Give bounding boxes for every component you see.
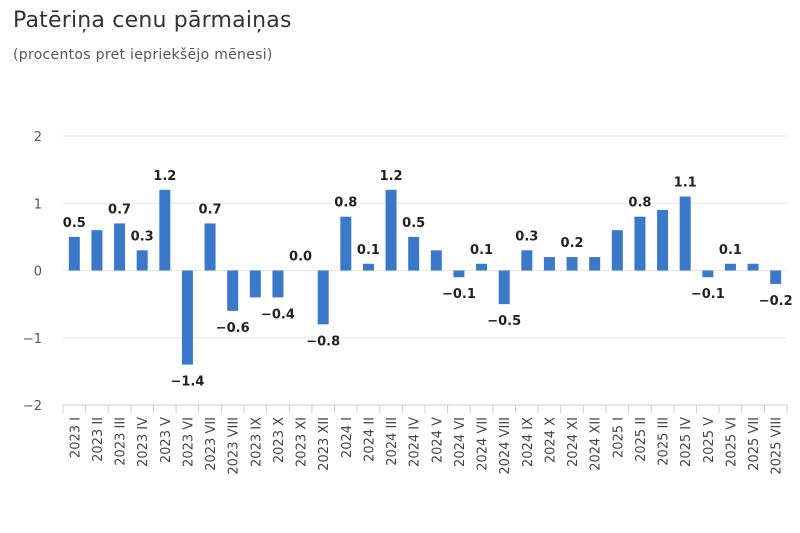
data-label: 0.2 [561,236,584,251]
y-tick-label: −1 [23,332,42,347]
x-tick-label: 2025 VIII [770,417,785,475]
x-tick-label: 2025 V [702,417,717,463]
x-tick-label: 2023 X [272,417,287,463]
data-label: 0.8 [628,196,651,211]
x-tick-label: 2023 VIII [227,417,242,475]
data-label: −0.2 [759,294,793,309]
bar [702,270,714,278]
bar [181,270,193,365]
x-tick-label: 2024 VII [476,417,491,471]
x-tick-label: 2025 VI [724,417,739,467]
data-label: 0.1 [719,243,742,258]
data-label: 0.5 [63,216,86,231]
data-label: 0.1 [357,243,380,258]
x-tick-label: 2023 XI [295,417,310,467]
bar [91,230,103,271]
x-tick-label: 2025 II [634,417,649,462]
bar [159,189,171,271]
x-tick-label: 2024 III [385,417,400,466]
bar [679,196,691,271]
x-tick-label: 2024 XII [589,417,604,471]
x-tick-label: 2025 I [611,417,626,458]
bar [611,230,623,271]
data-label: −0.1 [691,287,725,302]
data-label: 1.2 [380,169,403,184]
data-label: −0.8 [306,334,340,349]
bar [408,236,420,271]
bar [340,216,352,271]
bar [634,216,646,271]
data-label: 0.3 [515,229,538,244]
bar [453,270,465,278]
chart-subtitle: (procentos pret iepriekšējo mēnesi) [13,47,273,63]
bar [498,270,510,305]
x-tick-label: 2024 II [362,417,377,462]
bar [430,250,442,271]
data-label: 1.2 [153,169,176,184]
data-label: 1.1 [674,176,697,191]
data-label: 0.8 [334,196,357,211]
x-tick-label: 2025 III [657,417,672,466]
x-tick-label: 2024 V [430,417,445,463]
x-tick-label: 2024 X [543,417,558,463]
data-label: −0.4 [261,307,295,322]
x-tick-label: 2023 IV [136,417,151,467]
x-tick-label: 2025 VII [747,417,762,471]
bar [68,236,80,271]
data-label: −0.6 [216,321,250,336]
x-tick-label: 2023 V [159,417,174,463]
bar [249,270,261,298]
bar [136,250,148,271]
data-label: 0.1 [470,243,493,258]
bar [362,263,374,271]
bar [204,223,216,271]
bar [747,263,759,271]
y-tick-label: 1 [34,197,42,212]
bar [521,250,533,271]
x-tick-label: 2023 VI [181,417,196,467]
bar [566,257,578,271]
data-label: 0.0 [289,250,312,265]
bar [476,263,488,271]
x-tick-label: 2024 I [340,417,355,458]
x-tick-label: 2023 III [114,417,129,466]
x-tick-label: 2023 I [68,417,83,458]
y-tick-label: 0 [34,265,42,280]
x-tick-label: 2024 VI [453,417,468,467]
x-tick-label: 2023 XII [317,417,332,471]
x-tick-label: 2024 IV [408,417,423,467]
data-label: 0.7 [108,202,131,217]
data-label: 0.3 [131,229,154,244]
bar [385,189,397,271]
data-label: −1.4 [170,375,204,390]
bar [543,257,555,271]
bar [589,257,601,271]
chart-title: Patēriņa cenu pārmaiņas [13,8,292,33]
x-tick-label: 2025 IV [679,417,694,467]
y-tick-label: −2 [23,399,42,414]
bar [317,270,329,325]
x-tick-label: 2024 IX [521,417,536,467]
x-tick-label: 2024 XI [566,417,581,467]
x-tick-label: 2023 II [91,417,106,462]
bar [227,270,239,311]
y-tick-label: 2 [34,130,42,145]
bar [657,209,669,271]
bar [770,270,782,284]
bar [114,223,126,271]
bar [272,270,284,298]
data-label: 0.5 [402,216,425,231]
x-tick-label: 2023 IX [249,417,264,467]
data-label: −0.1 [442,287,476,302]
data-label: 0.7 [199,202,222,217]
data-label: −0.5 [487,314,521,329]
x-tick-label: 2024 VIII [498,417,513,475]
bar [724,263,736,271]
x-tick-label: 2023 VII [204,417,219,471]
